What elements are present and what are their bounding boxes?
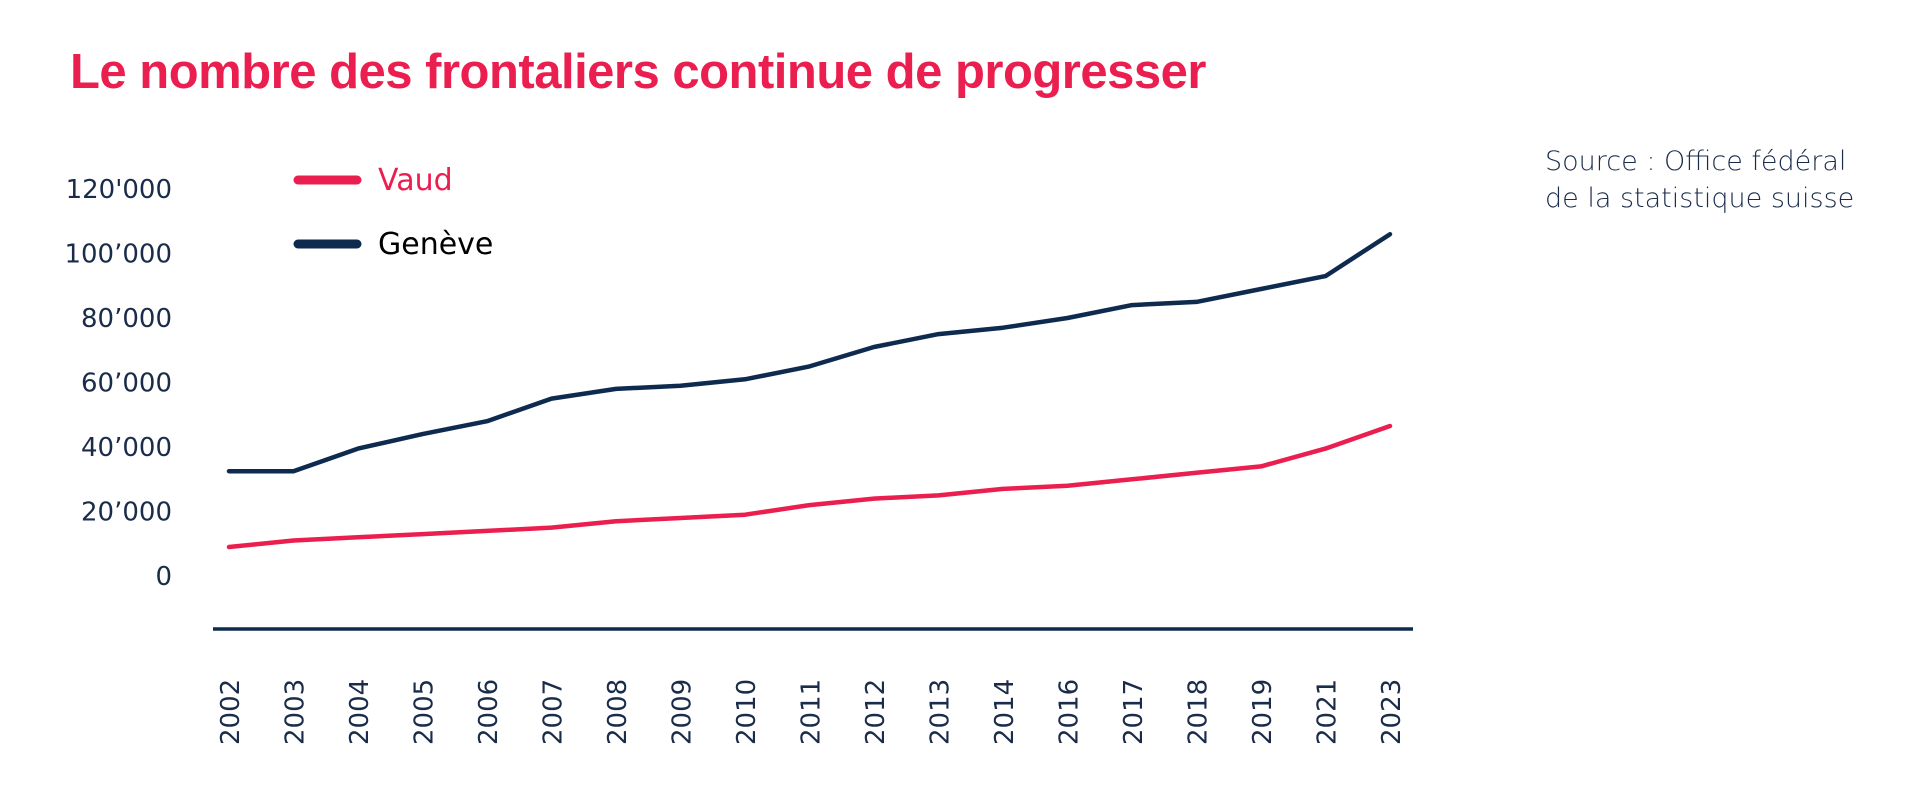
x-tick-label: 2005 — [410, 679, 440, 745]
chart-title: Le nombre des frontaliers continue de pr… — [70, 45, 1206, 99]
x-tick-label: 2004 — [345, 679, 375, 745]
x-tick-label: 2009 — [668, 679, 698, 745]
x-tick-label: 2007 — [539, 679, 569, 745]
source-line-1: Source : Office fédéral — [1545, 146, 1847, 177]
series-line-vaud — [226, 423, 1393, 550]
y-tick-label: 60’000 — [81, 369, 172, 399]
x-tick-label: 2011 — [797, 679, 827, 745]
legend-label-geneve: Genève — [378, 227, 493, 262]
x-tick-label: 2013 — [926, 679, 956, 745]
y-tick-label: 80’000 — [81, 304, 172, 334]
x-tick-label: 2021 — [1313, 679, 1343, 745]
x-tick-label: 2008 — [603, 679, 633, 745]
x-tick-label: 2010 — [732, 679, 762, 745]
series-line-geneve — [226, 231, 1393, 474]
source-line-2: de la statistique suisse — [1545, 183, 1855, 214]
x-tick-label: 2017 — [1119, 679, 1149, 745]
y-tick-label: 100’000 — [64, 240, 172, 270]
x-tick-label: 2002 — [216, 679, 246, 745]
y-tick-label: 0 — [155, 562, 172, 592]
series-lines — [226, 231, 1393, 550]
x-axis-ticks: 2002 2003 2004 2005 2006 2007 2008 2009 2010 2011… — [216, 679, 1407, 745]
y-axis-ticks: 0 20’000 40’000 60’000 80’000 100’000 120'000 — [64, 175, 172, 592]
x-tick-label: 2014 — [990, 679, 1020, 745]
x-tick-label: 2006 — [474, 679, 504, 745]
x-tick-label: 2012 — [861, 679, 891, 745]
x-tick-label: 2016 — [1055, 679, 1085, 745]
y-tick-label: 40’000 — [81, 433, 172, 463]
x-tick-label: 2019 — [1248, 679, 1278, 745]
y-tick-label: 120'000 — [66, 175, 172, 205]
legend: Vaud Genève — [293, 163, 493, 262]
x-tick-label: 2003 — [281, 679, 311, 745]
x-tick-label: 2023 — [1377, 679, 1407, 745]
legend-label-vaud: Vaud — [378, 163, 453, 198]
y-tick-label: 20’000 — [81, 498, 172, 528]
source-note: Source : Office fédéral de la statistiqu… — [1545, 143, 1854, 217]
x-tick-label: 2018 — [1184, 679, 1214, 745]
